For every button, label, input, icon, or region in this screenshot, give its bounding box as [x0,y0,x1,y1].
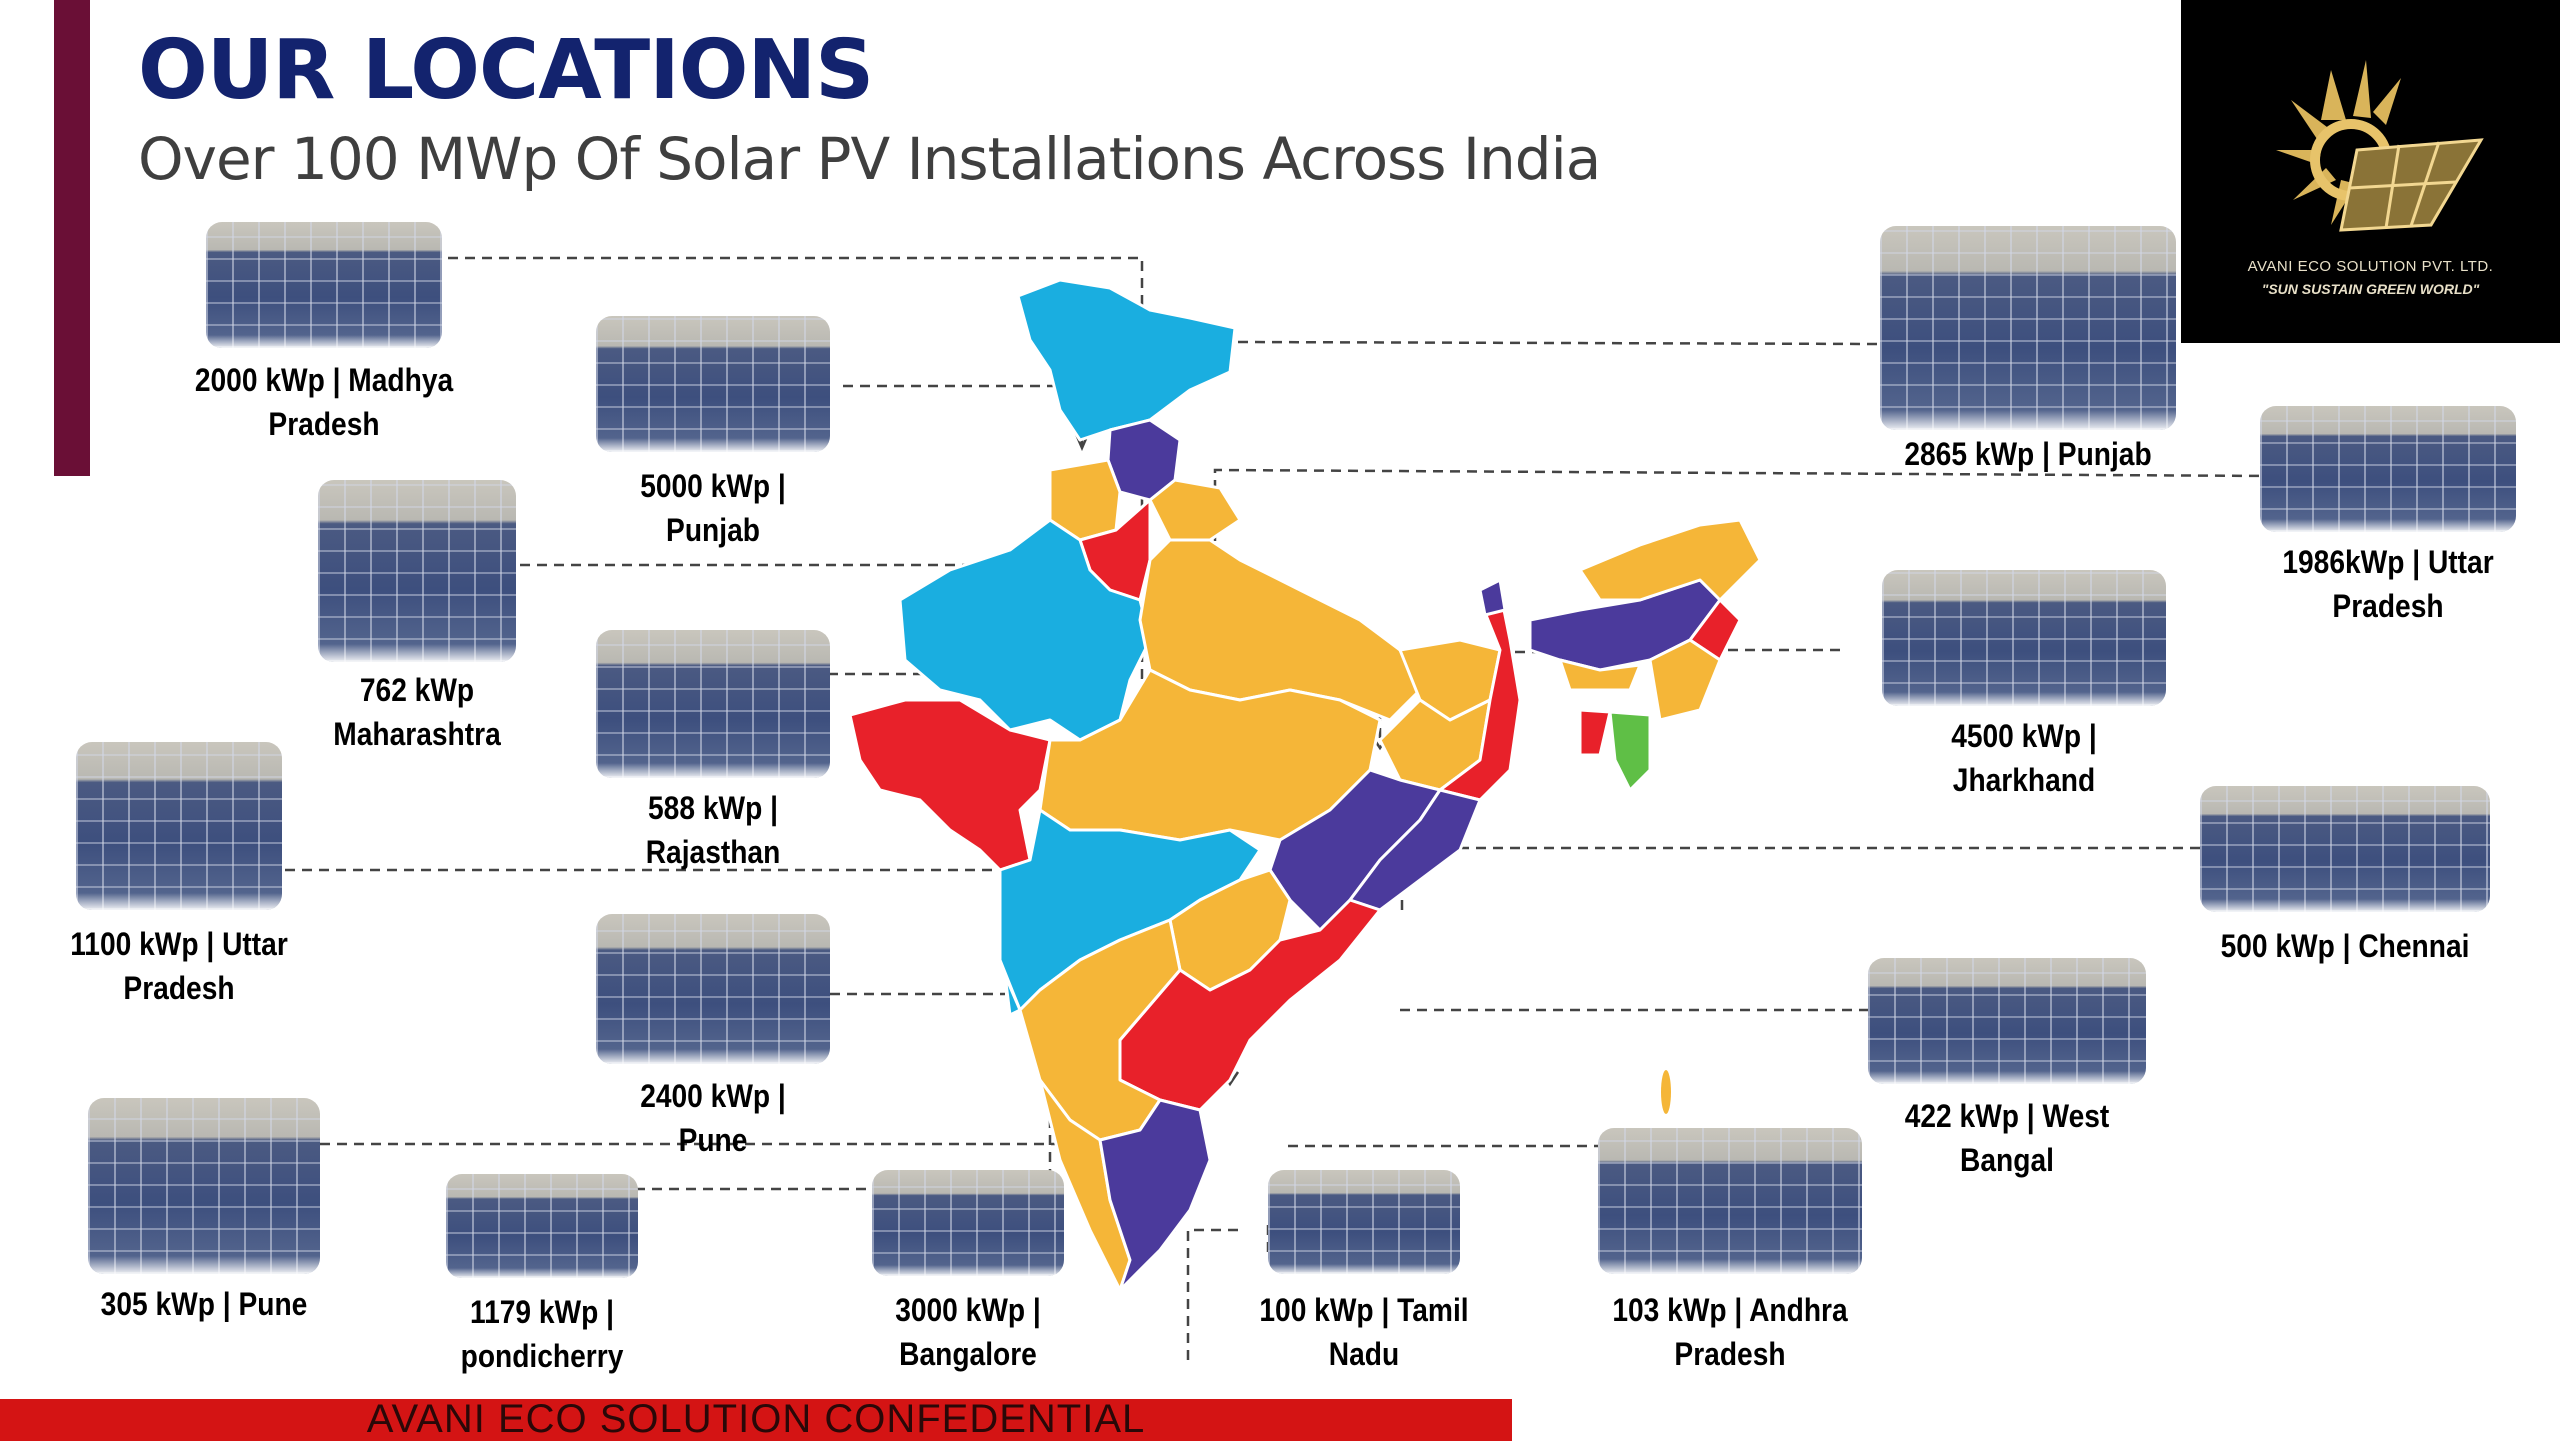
installation-caption: 3000 kWp | Bangalore [895,1292,1041,1372]
map-region-sikkim [1478,578,1507,617]
map-region-rajasthan [898,518,1152,742]
solar-installation-photo [318,480,516,662]
solar-installation-photo [596,914,830,1064]
installation-caption: 4500 kWp | Jharkhand [1951,718,2097,798]
installation-caption: 2865 kWp | Punjab [1904,436,2152,472]
solar-installation-photo [1268,1170,1460,1274]
installation-caption: 1179 kWp | pondicherry [460,1294,624,1374]
map-region-uttarakhand [1148,478,1242,542]
map-region-jammu-kashmir [1016,278,1237,442]
installation-caption: 422 kWp | West Bangal [1904,1098,2110,1178]
logo-company-name: AVANI ECO SOLUTION PVT. LTD. [2247,258,2494,275]
page-subtitle: Over 100 MWp Of Solar PV Installations A… [138,125,1601,193]
installation-caption: 500 kWp | Chennai [2220,928,2470,964]
footer-bar [0,1399,1512,1441]
solar-installation-photo [206,222,442,348]
solar-installation-photo [88,1098,320,1274]
map-region-west-bengal [1438,588,1522,802]
installation-caption: 762 kWp Maharashtra [333,672,501,752]
map-region-manipur [1648,638,1722,722]
solar-installation-photo [446,1174,638,1278]
map-region-arunachal [1578,518,1762,602]
installation-caption: 100 kWp | Tamil Nadu [1259,1292,1469,1372]
company-logo: AVANI ECO SOLUTION PVT. LTD. "SUN SUSTAI… [2181,0,2560,343]
solar-installation-photo [2200,786,2490,912]
installation-caption: 1100 kWp | Uttar Pradesh [70,926,288,1006]
logo-tagline: "SUN SUSTAIN GREEN WORLD" [2261,281,2480,297]
footer-confidential-label: AVANI ECO SOLUTION CONFEDENTIAL [366,1397,1146,1441]
installation-caption: 5000 kWp | Punjab [640,468,786,548]
installation-caption: 588 kWp | Rajasthan [645,790,781,870]
installation-caption: 103 kWp | Andhra Pradesh [1612,1292,1848,1372]
map-region-tamil-nadu [1098,1098,1212,1292]
solar-installation-photo [1882,570,2166,706]
solar-installation-photo [1868,958,2146,1084]
solar-installation-photo [872,1170,1064,1276]
solar-installation-photo [1598,1128,1862,1274]
page-title: OUR LOCATIONS [138,23,874,118]
solar-installation-photo [1880,226,2176,430]
accent-bar [54,0,90,476]
installation-caption: 2400 kWp | Pune [640,1078,786,1158]
solar-installation-photo [596,630,830,778]
installation-caption: 1986kWp | Uttar Pradesh [2282,544,2494,624]
installation-caption: 305 kWp | Pune [100,1286,308,1322]
map-region-tripura [1578,708,1612,757]
solar-installation-photo [2260,406,2516,532]
map-region-meghalaya [1558,658,1642,692]
solar-installation-photo [596,316,830,452]
installation-caption: 2000 kWp | Madhya Pradesh [194,362,454,442]
sun-solar-panel-logo-icon [2276,60,2484,232]
solar-installation-photo [76,742,282,910]
map-region-goa [1003,973,1022,1017]
map-region-lakshadweep [1661,1070,1671,1114]
map-region-mizoram [1608,710,1652,792]
